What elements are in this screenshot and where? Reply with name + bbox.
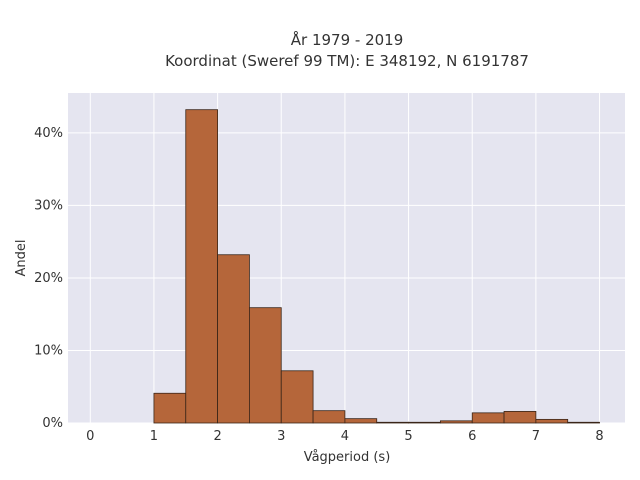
histogram-bar: [312, 410, 346, 424]
histogram-bars: [153, 109, 600, 424]
x-tick-label: 1: [150, 429, 158, 444]
x-tick-label: 5: [404, 429, 412, 444]
x-tick-label: 6: [468, 429, 476, 444]
y-tick-label: 40%: [34, 126, 63, 141]
x-tick-label: 8: [595, 429, 603, 444]
histogram-bar: [503, 410, 537, 424]
x-tick-label: 2: [213, 429, 221, 444]
histogram-bar: [376, 421, 409, 424]
histogram-bar: [439, 420, 473, 424]
x-axis-label: Vågperiod (s): [304, 450, 391, 465]
x-tick-label: 3: [277, 429, 285, 444]
x-tick-label: 7: [532, 429, 540, 444]
histogram-bar: [185, 109, 218, 424]
y-tick-label: 20%: [34, 271, 63, 286]
histogram-bar: [249, 307, 282, 424]
y-tick-label: 30%: [34, 198, 63, 213]
y-tick-label: 10%: [34, 343, 63, 358]
histogram-bar: [217, 254, 250, 424]
histogram-bar: [471, 412, 505, 424]
histogram-bar: [567, 421, 600, 424]
y-axis-label: Andel: [14, 240, 29, 277]
histogram-bar: [535, 418, 569, 424]
x-tick-label: 0: [86, 429, 94, 444]
histogram-bar: [153, 392, 187, 424]
axis-ticks: 0 1 2 3 4 5 6 7 8 0% 10% 20% 30% 40%: [34, 126, 604, 444]
plot-area: [68, 93, 625, 423]
histogram-bar: [280, 370, 314, 424]
histogram-bar: [344, 418, 378, 424]
y-tick-label: 0%: [42, 416, 63, 431]
x-tick-label: 4: [341, 429, 349, 444]
chart-title-line2: Koordinat (Sweref 99 TM): E 348192, N 61…: [165, 52, 529, 70]
histogram-bar: [408, 421, 441, 424]
chart-title-line1: År 1979 - 2019: [291, 30, 404, 49]
